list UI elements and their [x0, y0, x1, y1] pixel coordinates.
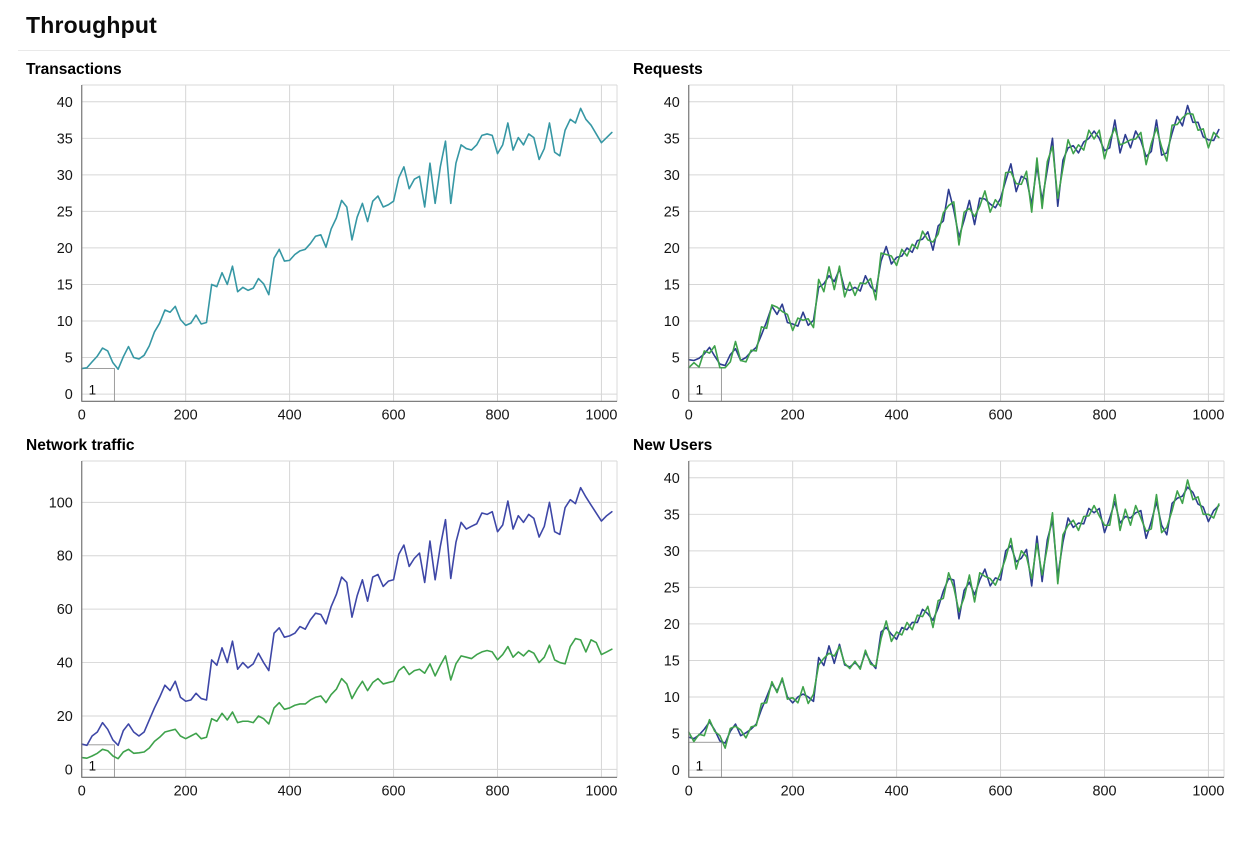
y-tick-label: 30: [57, 168, 73, 184]
y-tick-label: 5: [65, 351, 73, 367]
x-tick-label: 600: [382, 407, 406, 423]
x-tick-label: 1000: [1192, 407, 1224, 423]
y-tick-label: 0: [65, 763, 73, 779]
y-tick-label: 0: [65, 387, 73, 403]
x-tick-label: 0: [78, 407, 86, 423]
region-annotation-box[interactable]: [81, 367, 115, 402]
x-tick-label: 600: [382, 784, 406, 800]
x-tick-label: 800: [1092, 784, 1116, 800]
y-tick-label: 20: [664, 617, 680, 633]
y-tick-label: 60: [57, 602, 73, 618]
x-tick-label: 1000: [1192, 784, 1224, 800]
network-traffic-series-2-line: [80, 638, 613, 760]
y-tick-label: 100: [49, 496, 73, 512]
page-title: Throughput: [26, 12, 158, 38]
dashboard-page: Throughput Transactions 1 0 5 10 15 20 25 30 35 4…: [18, 12, 1230, 805]
y-tick-label: 10: [664, 314, 680, 330]
region-annotation-box[interactable]: [688, 742, 722, 779]
y-tick-label: 40: [664, 471, 680, 487]
y-tick-label: 20: [664, 241, 680, 257]
x-tick-label: 0: [685, 407, 693, 423]
y-tick-label: 20: [57, 709, 73, 725]
requests-series-2-line: [687, 112, 1220, 369]
y-tick-label: 20: [57, 241, 73, 257]
y-tick-label: 15: [664, 654, 680, 670]
x-tick-label: 600: [989, 407, 1013, 423]
new-users-series-1-line: [687, 486, 1220, 745]
network-traffic-series-1-line: [80, 487, 613, 747]
x-tick-label: 200: [174, 784, 198, 800]
y-tick-label: 10: [57, 314, 73, 330]
y-tick-label: 0: [672, 763, 680, 779]
y-tick-label: 35: [664, 131, 680, 147]
header-divider: [18, 50, 1230, 51]
y-tick-label: 25: [664, 204, 680, 220]
region-annotation-label: 1: [696, 759, 703, 774]
y-tick-label: 0: [672, 387, 680, 403]
y-tick-label: 15: [664, 277, 680, 293]
x-tick-label: 400: [278, 407, 302, 423]
chart-card-new-users: New Users 1 0 5 10 15 20 25 30 35 40 0 200 400 600 800…: [633, 435, 1230, 805]
region-annotation-label: 1: [89, 382, 96, 397]
y-tick-label: 30: [664, 168, 680, 184]
chart-card-requests: Requests 1 0 5 10 15 20 25 30 35 40 0 200 400 600 800 1…: [633, 59, 1230, 429]
transactions-series-1-line: [80, 107, 613, 371]
y-tick-label: 25: [664, 581, 680, 597]
charts-grid: Transactions 1 0 5 10 15 20 25 30 35 40 0 200 400 600…: [26, 59, 1230, 805]
chart-title-requests: Requests: [633, 61, 703, 78]
x-tick-label: 1000: [585, 784, 617, 800]
x-tick-label: 0: [78, 784, 86, 800]
x-tick-label: 200: [781, 784, 805, 800]
chart-title-network-traffic: Network traffic: [26, 437, 135, 455]
y-tick-label: 5: [672, 727, 680, 743]
y-tick-label: 40: [664, 95, 680, 111]
y-tick-label: 5: [672, 351, 680, 367]
x-tick-label: 200: [174, 407, 198, 423]
y-tick-label: 40: [57, 656, 73, 672]
x-tick-label: 400: [885, 784, 909, 800]
y-tick-label: 80: [57, 549, 73, 565]
x-tick-label: 200: [781, 407, 805, 423]
x-tick-label: 400: [885, 407, 909, 423]
chart-title-new-users: New Users: [633, 437, 713, 455]
y-tick-label: 25: [57, 204, 73, 220]
y-tick-label: 35: [57, 131, 73, 147]
y-tick-label: 35: [664, 508, 680, 524]
region-annotation-label: 1: [89, 759, 96, 774]
y-tick-label: 15: [57, 277, 73, 293]
x-tick-label: 400: [278, 784, 302, 800]
requests-series-1-line: [687, 104, 1220, 367]
chart-card-transactions: Transactions 1 0 5 10 15 20 25 30 35 40 0 200 400 600…: [26, 59, 623, 429]
x-tick-label: 800: [485, 407, 509, 423]
x-tick-label: 800: [485, 784, 509, 800]
region-annotation-box[interactable]: [81, 744, 115, 779]
x-tick-label: 0: [685, 784, 693, 800]
region-annotation-box[interactable]: [688, 367, 722, 402]
x-tick-label: 800: [1092, 407, 1116, 423]
x-tick-label: 600: [989, 784, 1013, 800]
y-tick-label: 40: [57, 95, 73, 111]
region-annotation-label: 1: [696, 382, 703, 397]
y-tick-label: 10: [664, 690, 680, 706]
y-tick-label: 30: [664, 544, 680, 560]
chart-title-transactions: Transactions: [26, 61, 122, 78]
new-users-series-2-line: [687, 479, 1220, 750]
chart-card-network-traffic: Network traffic 1 0 20 40 60 80 100 0 200 400 600 8…: [26, 435, 623, 805]
x-tick-label: 1000: [585, 407, 617, 423]
